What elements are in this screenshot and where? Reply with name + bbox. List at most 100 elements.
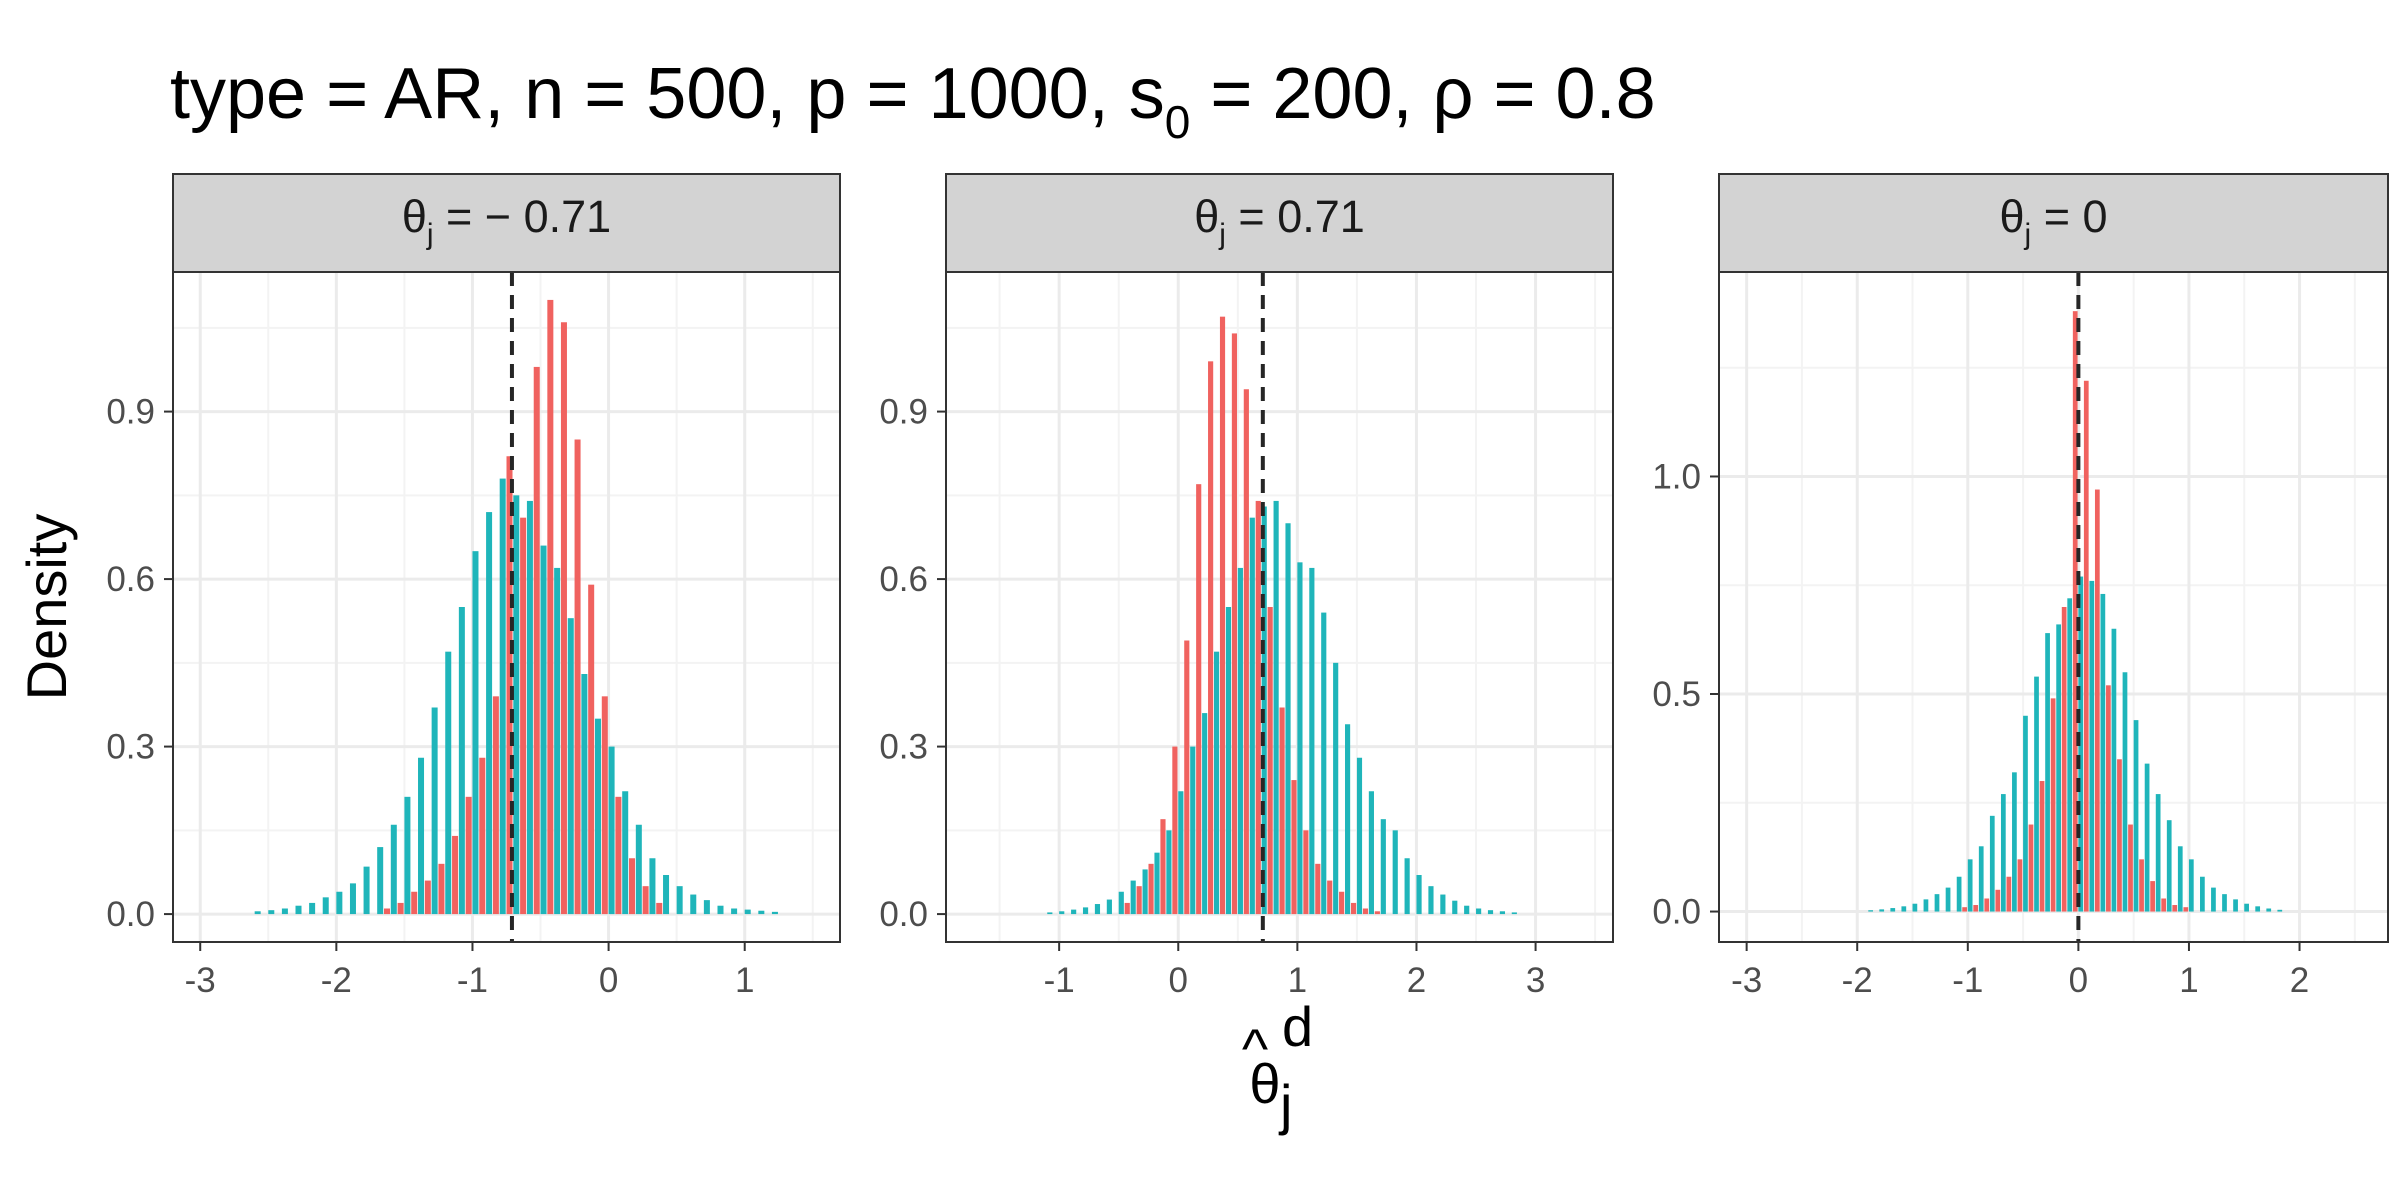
histogram-bar bbox=[2106, 685, 2111, 912]
histogram-bar bbox=[635, 824, 642, 915]
histogram-bar bbox=[322, 897, 329, 915]
histogram-bar bbox=[431, 707, 438, 915]
histogram-bar bbox=[1202, 713, 1208, 915]
histogram-bar bbox=[363, 866, 370, 915]
histogram-bar bbox=[458, 607, 465, 915]
histogram-bar bbox=[656, 902, 663, 915]
histogram-bar bbox=[1130, 880, 1136, 915]
histogram-bar bbox=[445, 651, 452, 915]
histogram-bar bbox=[2017, 859, 2023, 912]
x-tick-label: 2 bbox=[2290, 961, 2309, 1000]
facet-strip-label: θj = 0.71 bbox=[1194, 191, 1365, 251]
histogram-bar bbox=[2128, 824, 2133, 912]
x-tick-label: 2 bbox=[1407, 961, 1426, 1000]
histogram-bar bbox=[452, 835, 459, 915]
histogram-bar bbox=[2183, 907, 2189, 912]
histogram-bar bbox=[1923, 899, 1929, 912]
x-tick-label: -1 bbox=[1952, 961, 1983, 1000]
histogram-bar bbox=[2111, 628, 2117, 912]
histogram-bar bbox=[608, 746, 615, 915]
histogram-bar bbox=[731, 908, 738, 915]
facet-strip-label: θj = − 0.71 bbox=[402, 191, 611, 251]
strip-label-subscript: j bbox=[1218, 218, 1226, 251]
histogram-bar bbox=[2072, 311, 2078, 912]
histogram-bar bbox=[1249, 517, 1255, 915]
histogram-bar bbox=[2244, 903, 2249, 912]
histogram-bar bbox=[2028, 824, 2034, 912]
x-axis-title-hat: ^ bbox=[1242, 1017, 1268, 1080]
histogram-bar bbox=[1321, 612, 1327, 915]
histogram-bar bbox=[390, 824, 397, 915]
histogram-bar bbox=[1967, 859, 1973, 912]
histogram-bar bbox=[1356, 757, 1363, 915]
histogram-bar bbox=[540, 545, 547, 915]
x-tick-label: -2 bbox=[321, 961, 352, 1000]
histogram-bar bbox=[506, 456, 513, 915]
histogram-bar bbox=[526, 500, 533, 915]
histogram-bar bbox=[2188, 859, 2194, 912]
histogram-bar bbox=[1995, 889, 2001, 912]
histogram-bar bbox=[479, 757, 486, 915]
panel-border bbox=[172, 271, 841, 943]
histogram-bar bbox=[2155, 794, 2161, 912]
facet-panel-1: θj = − 0.71 0.0 0.3 0.6 0.9 -3 -2 -1 0 1 bbox=[106, 173, 841, 1000]
histogram-bar bbox=[2023, 715, 2028, 912]
histogram-bar bbox=[1208, 361, 1214, 915]
y-tick-label: 0.6 bbox=[106, 560, 155, 599]
histogram-bar bbox=[1267, 607, 1273, 915]
histogram-bar bbox=[377, 847, 384, 915]
histogram-bar bbox=[2266, 908, 2272, 912]
histogram-bar bbox=[1868, 910, 1874, 912]
histogram-bar bbox=[1148, 863, 1154, 915]
histogram-bars bbox=[254, 299, 778, 915]
histogram-bar bbox=[2034, 676, 2039, 912]
title-suffix: = 0.8 bbox=[1473, 54, 1655, 134]
facet-panel-3: θj = 0 0.0 0.5 1.0 -3 -2 -1 0 1 2 bbox=[1652, 173, 2389, 1000]
histogram-bar bbox=[336, 891, 343, 915]
histogram-bar bbox=[574, 439, 581, 915]
histogram-bar bbox=[1124, 902, 1130, 915]
histogram-bar bbox=[2067, 598, 2073, 912]
histogram-bar bbox=[1934, 894, 1940, 912]
histogram-bar bbox=[1404, 858, 1410, 915]
histogram-bar bbox=[2006, 876, 2012, 912]
histogram-bar bbox=[703, 900, 710, 915]
histogram-bar bbox=[2255, 906, 2261, 912]
x-tick-label: 1 bbox=[1288, 961, 1307, 1000]
x-tick-label: 0 bbox=[1169, 961, 1188, 1000]
histogram-bar bbox=[1071, 909, 1077, 915]
histogram-bar bbox=[533, 366, 540, 915]
histogram-bar bbox=[601, 696, 608, 915]
histogram-bar bbox=[1309, 567, 1315, 915]
title-mid: = 200, bbox=[1190, 54, 1432, 134]
histogram-bar bbox=[349, 883, 356, 915]
histogram-bar bbox=[642, 886, 649, 915]
figure-title: type = AR, n = 500, p = 1000, s0 = 200, … bbox=[170, 54, 1656, 148]
histogram-bar bbox=[1059, 911, 1065, 915]
y-tick-label: 0.3 bbox=[879, 728, 928, 767]
histogram-bar bbox=[1178, 791, 1184, 915]
strip-label-theta: θ bbox=[402, 191, 427, 242]
histogram-bar bbox=[622, 791, 629, 915]
strip-label-subscript: j bbox=[426, 218, 434, 251]
title-subscript: 0 bbox=[1165, 96, 1191, 148]
histogram-bar bbox=[2117, 759, 2122, 912]
x-tick-label: -1 bbox=[457, 961, 488, 1000]
x-axis-title-base: θ bbox=[1249, 1052, 1280, 1115]
histogram-bar bbox=[2211, 887, 2216, 912]
histogram-bar bbox=[254, 911, 261, 915]
histogram-bar bbox=[1380, 819, 1386, 915]
facet-strip bbox=[172, 173, 841, 273]
histogram-bar bbox=[1476, 908, 1482, 915]
title-prefix: type = AR, n = 500, p = 1000, s bbox=[170, 54, 1165, 134]
histogram-bar bbox=[1973, 905, 1979, 912]
histogram-bar bbox=[2056, 624, 2061, 912]
y-axis-title: Density bbox=[15, 514, 78, 701]
histogram-bar bbox=[2094, 489, 2100, 912]
histogram-bar bbox=[676, 886, 683, 915]
histogram-bar bbox=[717, 905, 724, 915]
histogram-bar bbox=[1345, 724, 1351, 915]
x-axis-title-superscript: d bbox=[1282, 995, 1313, 1058]
histogram-bar bbox=[1219, 316, 1226, 915]
facet-strip-label: θj = 0 bbox=[1999, 191, 2107, 251]
